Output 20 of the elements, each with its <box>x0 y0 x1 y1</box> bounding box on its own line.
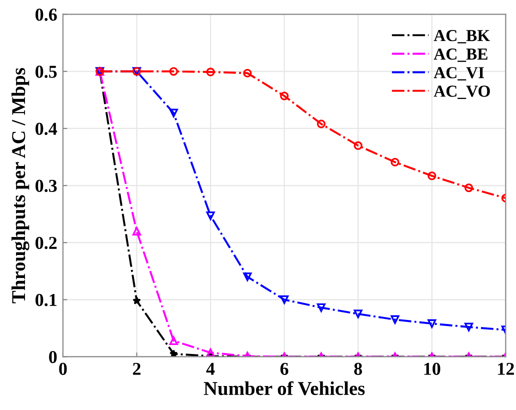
x-tick-label: 4 <box>206 362 215 375</box>
legend-label: AC_VO <box>434 86 490 99</box>
x-tick-label: 2 <box>132 362 140 375</box>
y-tick-label: 0.1 <box>36 294 56 306</box>
legend-label: AC_BE <box>434 48 488 62</box>
y-tick-label: 0.6 <box>36 8 57 21</box>
legend-label: AC_BK <box>434 30 490 44</box>
y-tick-label: 0.3 <box>36 180 57 192</box>
x-axis-title: Number of Vehicles <box>204 381 365 396</box>
y-axis-title: Throughputs per AC / Mbps <box>11 68 30 304</box>
y-tick-label: 0.4 <box>36 122 58 135</box>
x-tick-label: 0 <box>59 362 67 375</box>
y-tick-label: 0.5 <box>36 66 57 78</box>
y-tick-label: 0 <box>49 350 57 364</box>
legend-label: AC_VI <box>434 67 484 80</box>
x-tick-label: 6 <box>280 362 288 375</box>
x-tick-label: 10 <box>424 362 440 375</box>
y-tick-label: 0.2 <box>36 236 57 250</box>
x-tick-label: 8 <box>354 362 362 375</box>
x-tick-label: 12 <box>498 362 514 375</box>
